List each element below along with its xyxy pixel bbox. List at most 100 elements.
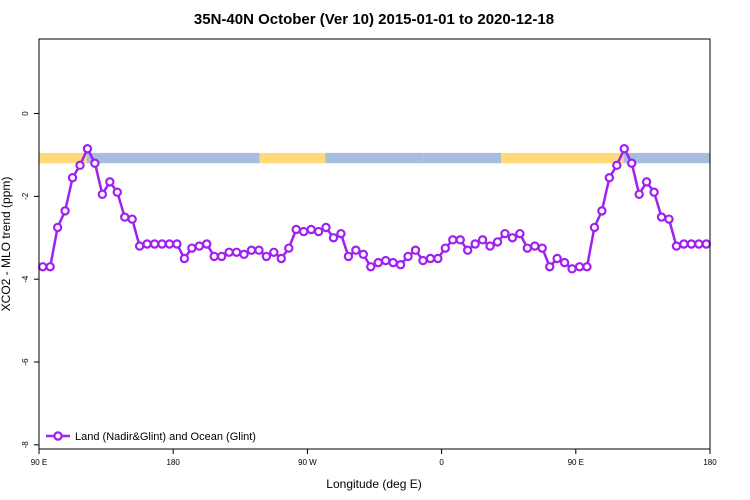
y-tick-label: -8	[21, 441, 30, 449]
x-tick-label: 0	[439, 458, 444, 467]
data-point	[321, 222, 331, 233]
legend-label: Land (Nadir&Glint) and Ocean (Glint)	[75, 431, 256, 443]
data-point	[60, 206, 70, 216]
legend-marker	[53, 431, 63, 441]
data-point	[142, 239, 152, 249]
data-point	[627, 158, 637, 168]
data-point	[67, 173, 78, 183]
data-point	[686, 239, 697, 249]
data-point	[358, 249, 369, 260]
data-point	[485, 241, 495, 251]
data-point	[194, 241, 204, 251]
data-point	[455, 235, 465, 245]
data-point	[500, 228, 510, 239]
data-point	[619, 144, 629, 154]
data-point	[351, 245, 361, 255]
data-point	[97, 189, 108, 200]
data-point	[306, 224, 316, 235]
data-point	[567, 264, 577, 274]
y-tick-label: -4	[21, 275, 30, 283]
x-tick-label: 180	[703, 458, 717, 467]
data-point	[127, 214, 137, 224]
data-point	[261, 251, 272, 262]
data-point	[120, 212, 130, 222]
y-tick-label: -2	[21, 192, 30, 200]
data-point	[298, 226, 309, 237]
x-axis: 90 E 180 90 W 0 90 E 180	[31, 449, 717, 467]
data-point	[410, 245, 421, 255]
data-point	[90, 158, 100, 168]
data-point	[612, 160, 622, 171]
data-point	[366, 262, 376, 272]
data-point	[328, 233, 339, 243]
data-point	[157, 239, 167, 249]
data-point	[187, 243, 197, 253]
series-line	[42, 145, 707, 271]
surface-segment-ocean	[325, 152, 327, 164]
surface-segment-land	[39, 152, 87, 164]
data-point	[291, 224, 301, 235]
data-point	[164, 239, 175, 249]
data-point	[395, 260, 406, 270]
data-point	[276, 253, 287, 264]
data-point	[373, 257, 383, 268]
data-point	[470, 239, 480, 249]
y-tick-label: -6	[21, 358, 30, 366]
data-point	[403, 251, 413, 262]
data-point	[418, 255, 428, 266]
data-point	[112, 187, 122, 197]
data-point	[582, 262, 592, 272]
data-point	[149, 239, 160, 249]
data-point	[231, 247, 242, 257]
data-point	[224, 247, 234, 257]
data-point	[559, 257, 570, 268]
data-point	[313, 226, 324, 237]
data-point	[664, 214, 674, 224]
plot-frame	[38, 38, 711, 450]
legend: Land (Nadir&Glint) and Ocean (Glint)	[46, 431, 256, 443]
data-point	[671, 241, 682, 251]
data-point	[269, 247, 279, 257]
x-tick-label: 180	[167, 458, 181, 467]
x-tick-label: 90 E	[31, 458, 47, 467]
surface-segment-ocean	[115, 152, 260, 164]
data-point	[179, 253, 190, 264]
data-point	[45, 262, 55, 272]
surface-band	[39, 152, 710, 164]
data-point	[530, 241, 540, 251]
data-point	[641, 177, 652, 187]
series-layer	[38, 144, 711, 274]
surface-segment-ocean	[623, 152, 710, 164]
surface-segment-land	[501, 152, 624, 164]
surface-segment-ocean	[423, 152, 502, 164]
surface-segment-ocean	[86, 152, 116, 164]
data-point	[216, 251, 227, 262]
data-point	[462, 245, 473, 255]
data-point	[477, 235, 488, 245]
data-point	[440, 243, 451, 253]
data-point	[284, 243, 294, 253]
data-point	[380, 255, 391, 266]
data-point	[75, 160, 85, 171]
data-point	[507, 233, 518, 243]
data-point	[172, 239, 182, 249]
data-point	[425, 253, 436, 264]
surface-segment-land	[259, 152, 327, 164]
data-point	[597, 206, 607, 216]
data-point	[254, 245, 264, 255]
data-point	[246, 245, 257, 255]
data-point	[522, 243, 533, 253]
chart-title: 35N-40N October (Ver 10) 2015-01-01 to 2…	[194, 11, 554, 28]
data-point	[649, 187, 659, 197]
data-point	[82, 144, 93, 154]
x-tick-label: 90 E	[568, 458, 584, 467]
data-point	[694, 239, 704, 249]
data-point	[202, 239, 212, 249]
data-point	[604, 173, 615, 183]
data-point	[492, 237, 503, 247]
data-point	[239, 249, 249, 260]
data-point	[701, 239, 711, 249]
data-point	[574, 262, 585, 272]
data-point	[343, 251, 354, 262]
